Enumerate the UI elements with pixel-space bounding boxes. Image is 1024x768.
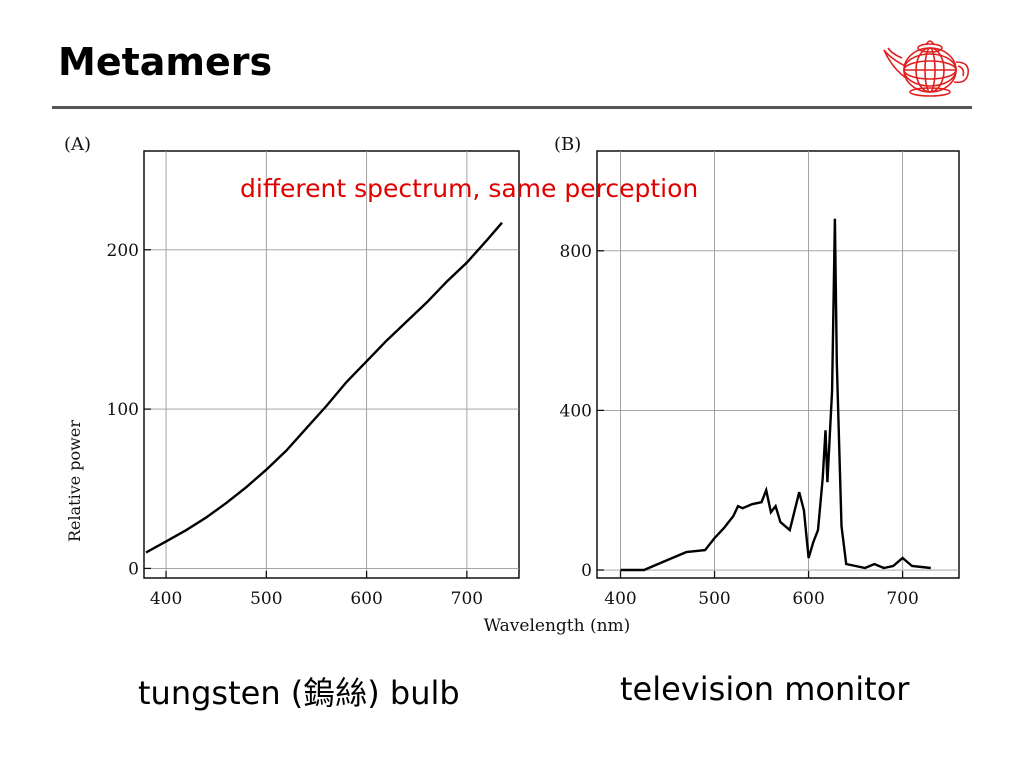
b-ytick-label: 800 [560, 242, 592, 262]
panel-b-ticks: 400 500 600 700 0 400 800 [560, 242, 919, 609]
b-ytick-label: 0 [581, 561, 592, 581]
panel-b-frame [596, 150, 960, 579]
a-xtick-label: 500 [250, 589, 282, 609]
slide-title: Metamers [58, 40, 273, 84]
panel-a-spectrum-line [145, 221, 503, 554]
panel-a-frame [143, 150, 520, 579]
caption-tungsten-bulb: tungsten (鎢絲) bulb [138, 674, 460, 712]
a-ytick-label: 200 [107, 241, 139, 261]
panel-a-grid [144, 151, 519, 578]
caption-television-monitor: television monitor [620, 670, 910, 708]
panel-b: (B) 400 500 600 700 0 400 800 [554, 134, 960, 609]
a-ytick-label: 100 [107, 400, 139, 420]
panel-a-label: (A) [64, 134, 91, 155]
b-ytick-label: 400 [560, 401, 592, 421]
panel-b-grid [597, 151, 959, 578]
panel-a-ylabel: Relative power [65, 420, 84, 542]
b-xtick-label: 400 [604, 589, 636, 609]
panel-b-label: (B) [554, 134, 581, 155]
panel-b-spectrum-line [620, 218, 931, 572]
teapot-logo-icon [883, 40, 970, 97]
spectrum-figure: (A) Relative power 400 500 600 700 0 100 200 (… [52, 115, 972, 645]
panel-a: (A) Relative power 400 500 600 700 0 100 200 [64, 134, 520, 609]
a-xtick-label: 600 [350, 589, 382, 609]
overlay-annotation: different spectrum, same perception [240, 174, 698, 203]
a-ytick-label: 0 [128, 559, 139, 579]
b-xtick-label: 700 [886, 589, 918, 609]
b-xtick-label: 500 [698, 589, 730, 609]
a-xtick-label: 700 [451, 589, 483, 609]
a-xtick-label: 400 [150, 589, 182, 609]
shared-xlabel: Wavelength (nm) [484, 616, 631, 636]
b-xtick-label: 600 [792, 589, 824, 609]
panel-a-ticks: 400 500 600 700 0 100 200 [107, 241, 484, 609]
title-divider [52, 106, 972, 109]
